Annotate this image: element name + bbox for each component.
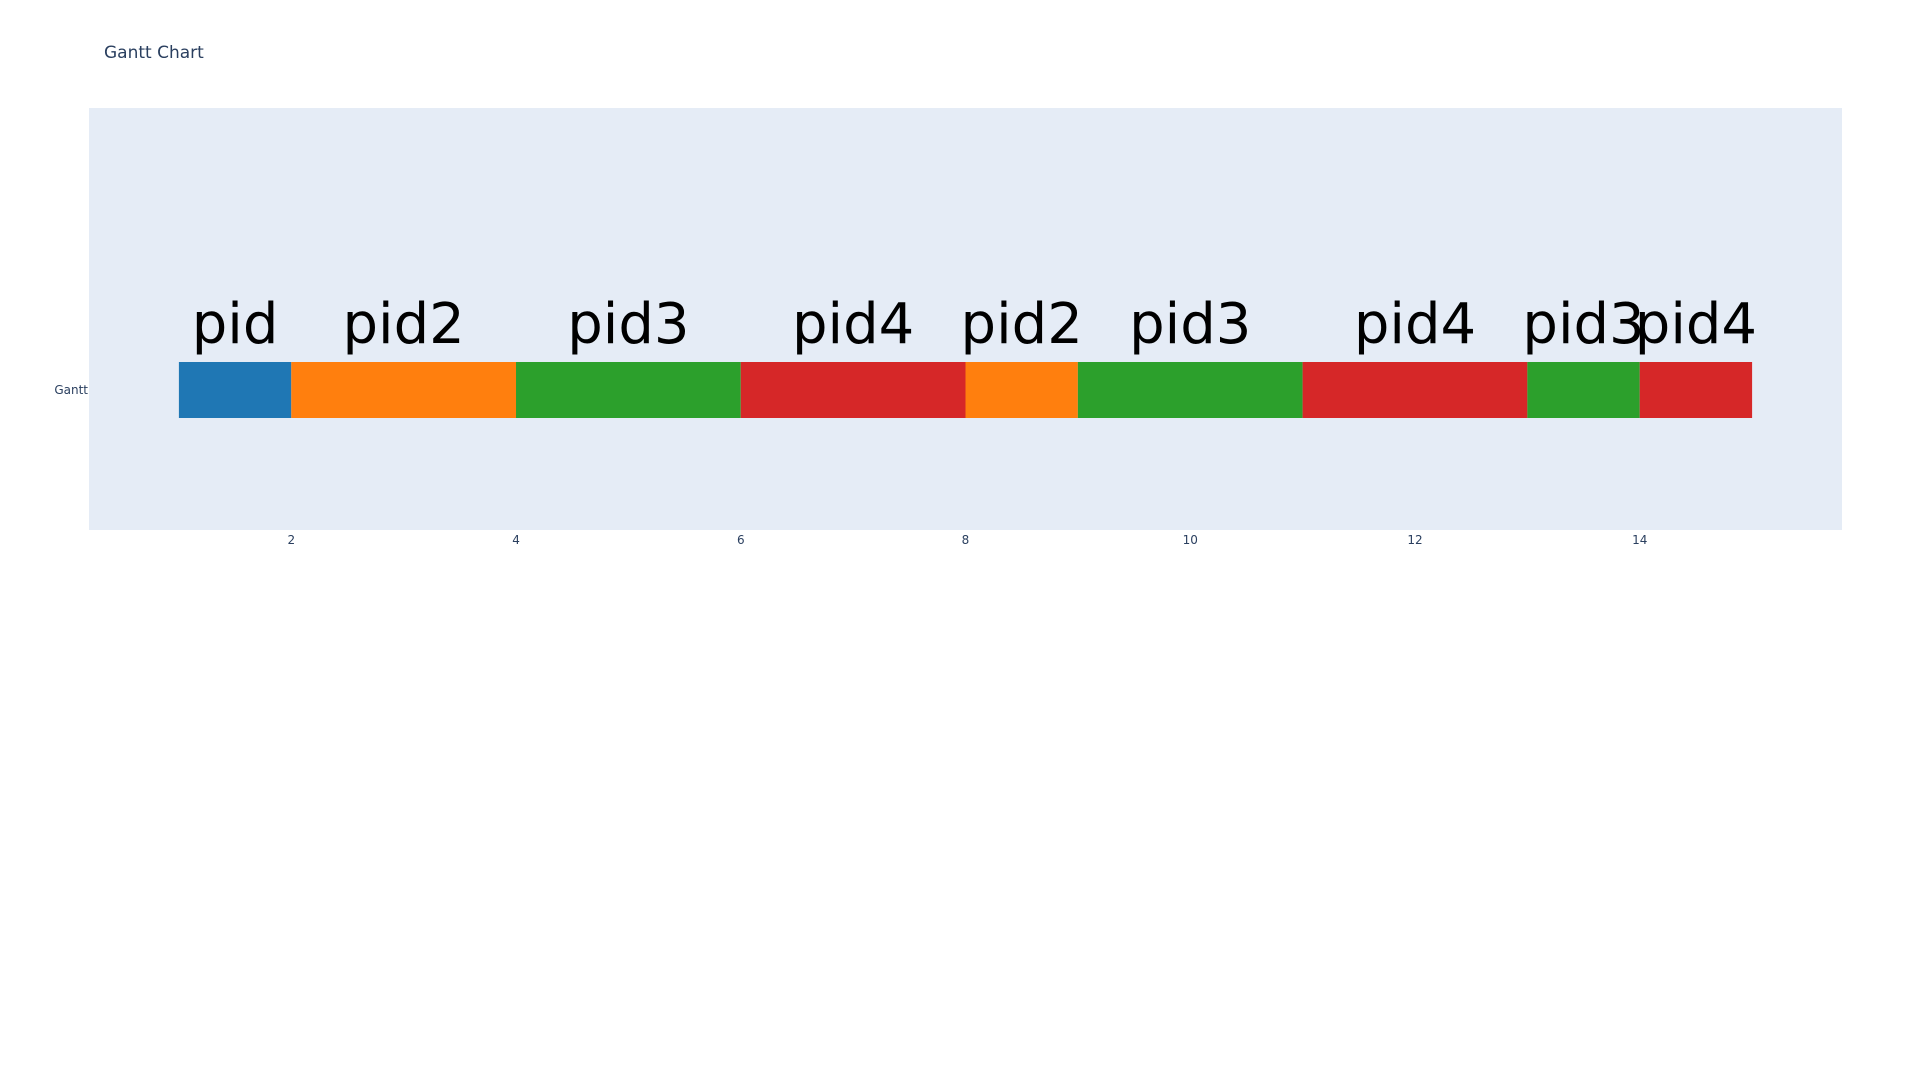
x-tick-label: 6 — [737, 533, 745, 547]
gantt-bar-9 — [1639, 362, 1753, 418]
bar-label-1: pid — [192, 292, 279, 357]
chart-title: Gantt Chart — [104, 43, 204, 63]
x-tick-label: 14 — [1632, 533, 1647, 547]
gantt-bar-2 — [291, 362, 517, 418]
gantt-bar-1 — [178, 362, 292, 418]
y-category-label: Gantt — [54, 383, 88, 397]
gantt-bar-7 — [1302, 362, 1528, 418]
x-tick-label: 2 — [287, 533, 295, 547]
bars-layer — [178, 362, 1753, 418]
bar-label-4: pid4 — [792, 292, 914, 357]
gantt-bar-8 — [1527, 362, 1640, 418]
bar-label-3: pid3 — [567, 292, 689, 357]
x-tick-label: 8 — [962, 533, 970, 547]
gantt-bar-4 — [740, 362, 966, 418]
bar-label-6: pid3 — [1129, 292, 1251, 357]
x-tick-label: 4 — [512, 533, 520, 547]
bar-label-9: pid4 — [1635, 292, 1757, 357]
y-axis: Gantt — [54, 383, 88, 397]
x-axis: 2 4 6 8 10 12 14 — [287, 533, 1647, 547]
bar-label-5: pid2 — [961, 292, 1083, 357]
bar-label-7: pid4 — [1354, 292, 1476, 357]
x-tick-label: 10 — [1183, 533, 1198, 547]
gantt-bar-3 — [516, 362, 741, 418]
gantt-bar-5 — [965, 362, 1078, 418]
bar-label-2: pid2 — [342, 292, 464, 357]
plot-area — [89, 108, 1842, 530]
bar-label-8: pid3 — [1522, 292, 1644, 357]
x-tick-label: 12 — [1407, 533, 1422, 547]
gantt-bar-6 — [1077, 362, 1303, 418]
